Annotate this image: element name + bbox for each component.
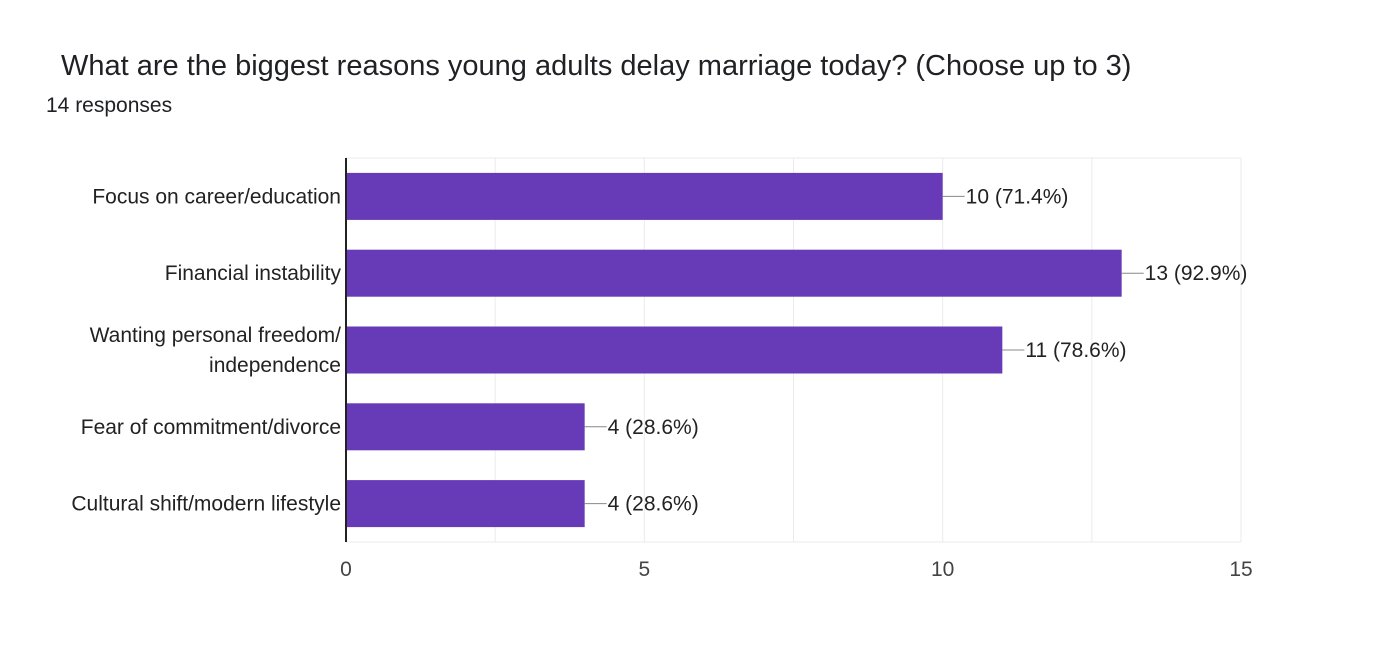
x-tick-label: 5 (638, 558, 650, 581)
category-label: Cultural shift/modern lifestyle (71, 493, 341, 516)
x-tick-label: 15 (1229, 558, 1252, 581)
bar (346, 326, 1003, 374)
category-label: independence (209, 354, 341, 377)
bar (346, 249, 1122, 297)
bar (346, 480, 585, 528)
category-label: Fear of commitment/divorce (81, 416, 341, 439)
response-count: 14 responses (46, 94, 173, 117)
data-label: 10 (71.4%) (966, 185, 1069, 208)
data-label: 13 (92.9%) (1145, 262, 1248, 285)
bar (346, 403, 585, 451)
x-tick-label: 10 (931, 558, 954, 581)
category-label: Wanting personal freedom/ (90, 324, 342, 347)
category-label: Financial instability (165, 262, 342, 285)
data-label: 4 (28.6%) (608, 493, 699, 516)
category-label: Focus on career/education (92, 185, 341, 208)
data-label: 4 (28.6%) (608, 416, 699, 439)
bar (346, 172, 943, 220)
data-label: 11 (78.6%) (1025, 339, 1126, 362)
chart-title: What are the biggest reasons young adult… (61, 50, 1132, 82)
x-tick-label: 0 (340, 558, 352, 581)
